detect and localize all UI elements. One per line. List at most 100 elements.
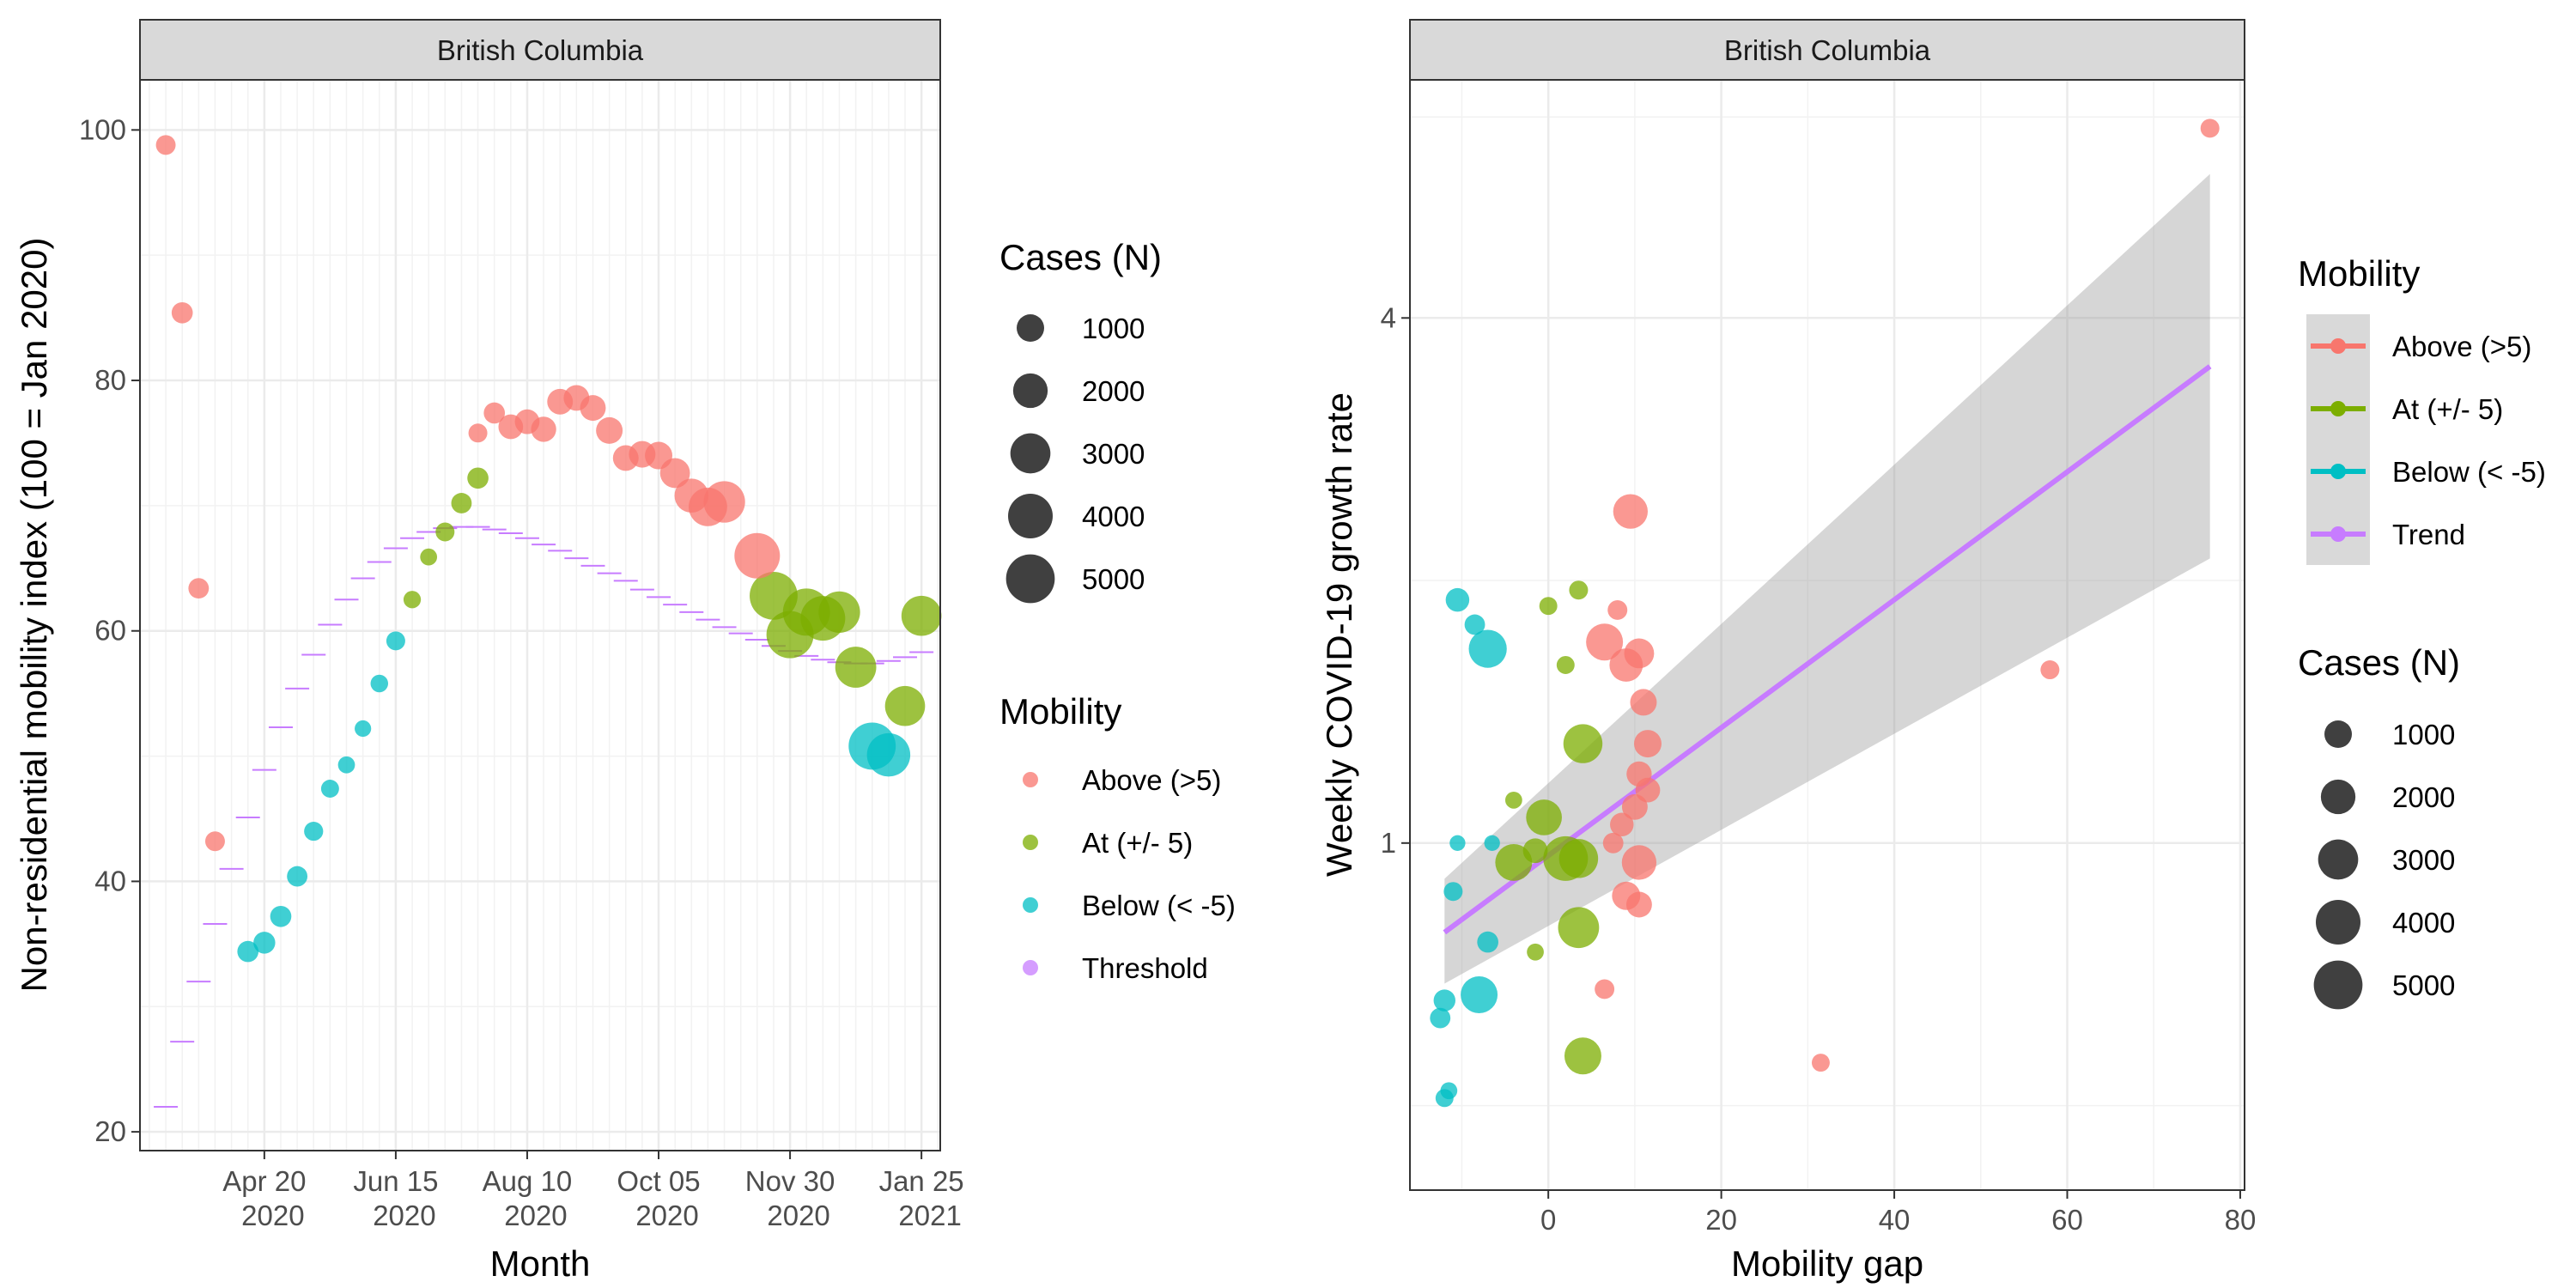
data-point xyxy=(2040,660,2060,680)
legend-color-key xyxy=(2330,338,2346,354)
data-point xyxy=(674,478,709,513)
x-tick-label: 20 xyxy=(1705,1204,1737,1236)
right-x-ticks: 0 20 40 60 80 xyxy=(1540,1190,2256,1236)
data-point xyxy=(467,467,489,489)
data-point xyxy=(155,135,176,155)
legend-label: Below (< -5) xyxy=(2392,456,2546,488)
data-point xyxy=(1526,799,1562,835)
right-plot-border xyxy=(1409,79,2245,1191)
legend-color-key xyxy=(1023,897,1038,913)
x-tick-label: Nov 30 xyxy=(745,1165,835,1197)
data-point xyxy=(370,674,389,693)
right-points xyxy=(1430,118,2220,1108)
data-point xyxy=(320,780,339,798)
left-points xyxy=(155,135,942,963)
data-point xyxy=(1586,623,1624,661)
data-point xyxy=(514,409,540,434)
legend-label: At (+/- 5) xyxy=(2392,393,2503,425)
legend-size-key xyxy=(2320,779,2356,815)
legend-color-key xyxy=(2330,401,2346,416)
legend-color-key xyxy=(2330,464,2346,479)
data-point xyxy=(1610,812,1634,837)
legend-mobility-title: Mobility xyxy=(999,691,1121,732)
data-point xyxy=(884,685,926,726)
x-tick-label: Oct 05 xyxy=(617,1165,700,1197)
y-tick-label: 1 xyxy=(1381,827,1396,859)
legend-color-key xyxy=(1023,835,1038,850)
legend-label: 2000 xyxy=(1082,375,1145,407)
legend-cases-right: Cases (N) 1000 2000 3000 4000 5000 xyxy=(2298,642,2460,1010)
legend-label: 5000 xyxy=(1082,563,1145,595)
right-x-axis-title: Mobility gap xyxy=(1731,1243,1923,1284)
data-point xyxy=(1527,943,1544,961)
data-point xyxy=(1443,882,1463,902)
data-point xyxy=(1602,832,1624,854)
legend-label: Below (< -5) xyxy=(1082,890,1236,921)
legend-color-key xyxy=(1023,772,1038,787)
data-point xyxy=(1635,777,1661,803)
legend-mobility-title: Mobility xyxy=(2298,253,2420,294)
data-point xyxy=(253,932,276,954)
x-tick-label: 2020 xyxy=(241,1200,304,1231)
legend-label: 2000 xyxy=(2392,781,2455,813)
left-plot-border xyxy=(139,79,941,1151)
data-point xyxy=(866,732,911,777)
data-point xyxy=(483,402,506,424)
data-point xyxy=(1433,989,1455,1012)
right-strip-title: British Columbia xyxy=(1724,34,1931,66)
x-tick-label: 40 xyxy=(1879,1204,1911,1236)
data-point xyxy=(1625,891,1652,918)
data-point xyxy=(612,445,639,471)
data-point xyxy=(1569,580,1589,600)
legend-cases-title: Cases (N) xyxy=(2298,642,2460,683)
left-strip xyxy=(139,19,941,81)
legend-label: 4000 xyxy=(2392,907,2455,939)
legend-label: Above (>5) xyxy=(2392,331,2531,362)
y-tick-label: 80 xyxy=(94,364,126,396)
legend-size-key xyxy=(2318,839,2359,880)
x-tick-label: 60 xyxy=(2051,1204,2083,1236)
data-point xyxy=(1504,791,1522,809)
data-point xyxy=(1539,597,1558,616)
data-point xyxy=(1556,656,1575,674)
data-point xyxy=(1633,730,1662,758)
legend-size-key xyxy=(1005,554,1055,604)
legend-size-key xyxy=(1010,433,1051,474)
x-tick-label: 0 xyxy=(1540,1204,1556,1236)
x-tick-label: Aug 10 xyxy=(483,1165,573,1197)
legend-size-key xyxy=(1017,314,1044,342)
y-tick-label: 20 xyxy=(94,1115,126,1147)
data-point xyxy=(188,578,210,599)
data-point xyxy=(1464,614,1485,635)
data-point xyxy=(835,647,877,688)
data-point xyxy=(1449,835,1466,851)
legend-label: 3000 xyxy=(1082,438,1145,470)
data-point xyxy=(1522,838,1548,864)
legend-size-key xyxy=(1008,494,1053,538)
data-point xyxy=(1621,845,1657,880)
left-y-ticks: 20 40 60 80 100 xyxy=(79,113,140,1147)
data-point xyxy=(1564,1037,1601,1075)
left-grid xyxy=(140,80,940,1151)
legend-color-key xyxy=(1023,960,1038,975)
legend-mobility-right: Mobility Above (>5) At (+/- 5) Below (< -5… xyxy=(2298,253,2546,565)
legend-label: 1000 xyxy=(1082,313,1145,344)
data-point xyxy=(1445,587,1470,612)
x-tick-label: 2020 xyxy=(373,1200,435,1231)
data-point xyxy=(386,631,405,651)
data-point xyxy=(580,395,606,422)
legend-size-key xyxy=(2324,720,2352,748)
legend-label: 3000 xyxy=(2392,844,2455,876)
data-point xyxy=(337,756,355,774)
data-point xyxy=(1624,638,1655,669)
data-point xyxy=(435,522,455,542)
y-tick-label: 100 xyxy=(79,113,126,145)
x-tick-label: Jan 25 xyxy=(879,1165,964,1197)
legend-label: Threshold xyxy=(1082,952,1208,984)
x-tick-label: 2020 xyxy=(504,1200,567,1231)
legend-color-key xyxy=(2330,526,2346,542)
x-tick-label: 80 xyxy=(2225,1204,2257,1236)
data-point xyxy=(403,591,422,609)
